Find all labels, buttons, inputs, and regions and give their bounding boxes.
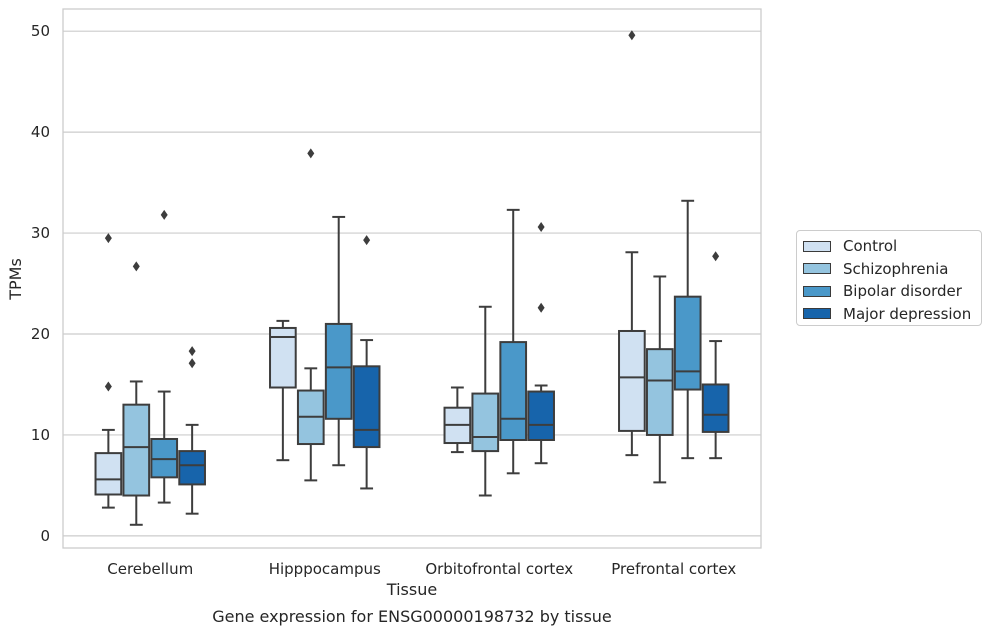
x-tick-label: Hipppocampus xyxy=(269,560,381,578)
y-tick-label: 10 xyxy=(31,426,50,444)
iqr-box xyxy=(471,392,500,453)
outlier-marker xyxy=(188,358,196,369)
x-tick-label: Orbitofrontal cortex xyxy=(425,560,573,578)
series-group xyxy=(150,199,702,504)
y-tick-label: 50 xyxy=(31,22,50,40)
series-group xyxy=(94,30,646,509)
outlier-marker xyxy=(104,381,112,392)
legend-item: Bipolar disorder xyxy=(803,280,981,303)
iqr-box xyxy=(352,365,381,449)
iqr-box xyxy=(150,437,179,479)
outlier-marker xyxy=(537,222,545,233)
outlier-marker xyxy=(363,235,371,246)
series-group xyxy=(122,148,674,526)
iqr-box xyxy=(94,452,123,496)
x-tick-label: Prefrontal cortex xyxy=(611,560,736,578)
plot-area-frame xyxy=(62,8,762,549)
chart-caption: Gene expression for ENSG00000198732 by t… xyxy=(212,607,612,626)
legend-item: Control xyxy=(803,235,981,258)
legend-swatch xyxy=(803,263,831,275)
iqr-box xyxy=(618,329,646,432)
outlier-marker xyxy=(628,30,636,41)
legend: Control Schizophrenia Bipolar disorder Majo… xyxy=(796,230,982,326)
iqr-box xyxy=(324,322,353,420)
legend-item: Schizophrenia xyxy=(803,258,981,281)
outlier-marker xyxy=(537,302,545,313)
outlier-marker xyxy=(188,346,196,357)
iqr-box xyxy=(178,450,206,486)
legend-swatch xyxy=(803,285,831,297)
y-tick-label: 20 xyxy=(31,325,50,343)
legend-swatch xyxy=(803,308,831,320)
y-axis-title: TPMs xyxy=(6,258,25,301)
grid-lines xyxy=(63,30,761,537)
axis-ticks: 0 10 20 30 40 50 Cerebellum Hipppocampus Orbitof… xyxy=(31,22,736,578)
legend-label: Major depression xyxy=(843,304,972,323)
iqr-box xyxy=(499,341,528,441)
outlier-marker xyxy=(132,261,140,272)
iqr-box xyxy=(122,403,151,497)
x-tick-label: Cerebellum xyxy=(107,560,193,578)
iqr-box xyxy=(673,295,702,391)
outlier-marker xyxy=(104,233,112,244)
y-tick-label: 40 xyxy=(31,123,50,141)
box-plot-series xyxy=(94,30,730,526)
y-tick-label: 30 xyxy=(31,224,50,242)
legend-item: Major depression xyxy=(803,303,981,326)
outlier-marker xyxy=(712,251,720,262)
iqr-box xyxy=(645,348,674,436)
legend-label: Schizophrenia xyxy=(843,259,949,278)
iqr-box xyxy=(527,390,555,441)
iqr-box xyxy=(701,383,730,433)
series-group xyxy=(178,222,730,515)
x-axis-title: Tissue xyxy=(386,580,437,599)
outlier-marker xyxy=(307,148,315,159)
legend-label: Control xyxy=(843,237,898,256)
legend-swatch xyxy=(803,240,831,252)
outlier-marker xyxy=(160,209,168,220)
legend-label: Bipolar disorder xyxy=(843,282,962,301)
y-tick-label: 0 xyxy=(40,527,50,545)
